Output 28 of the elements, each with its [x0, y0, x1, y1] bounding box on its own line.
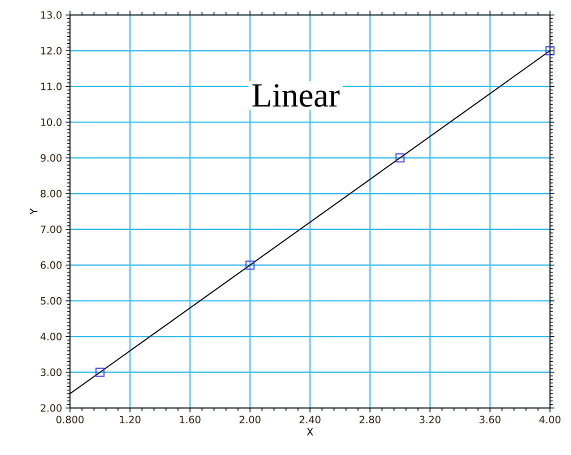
y-tick-label: 4.00 — [40, 332, 62, 340]
x-tick-label: 3.60 — [480, 416, 500, 424]
x-tick-label: 2.40 — [300, 416, 320, 424]
y-axis-title: Y — [30, 208, 38, 215]
x-tick-label: 2.00 — [240, 416, 260, 424]
point — [396, 153, 405, 162]
x-tick-label: 3.20 — [420, 416, 440, 424]
x-axis-title: X — [306, 428, 314, 436]
y-tick-label: 6.00 — [40, 261, 62, 269]
text: Linear — [252, 84, 340, 107]
x-tick-label: 1.60 — [180, 416, 200, 424]
y-tick-label: 10.0 — [41, 118, 62, 126]
y-tick-label: 8.00 — [40, 190, 62, 198]
x-tick-label: 4.00 — [539, 416, 560, 424]
point — [246, 260, 255, 270]
x-tick-label: 0.800 — [56, 416, 84, 424]
y-tick-label: 11.0 — [41, 82, 62, 90]
x-tick-label: 1.20 — [120, 416, 140, 424]
y-tick-label: 9.00 — [40, 154, 62, 162]
y-tick-label: 13.0 — [41, 11, 62, 19]
y-tick-label: 2.00 — [40, 404, 62, 412]
y-tick-label: 3.00 — [40, 368, 62, 376]
y-tick-label: 12.0 — [41, 46, 62, 54]
y-tick-label: 7.00 — [40, 226, 62, 234]
point — [96, 368, 104, 377]
y-tick-label: 5.00 — [40, 297, 62, 305]
x-tick-label: 2.80 — [360, 416, 380, 424]
point — [546, 46, 555, 56]
